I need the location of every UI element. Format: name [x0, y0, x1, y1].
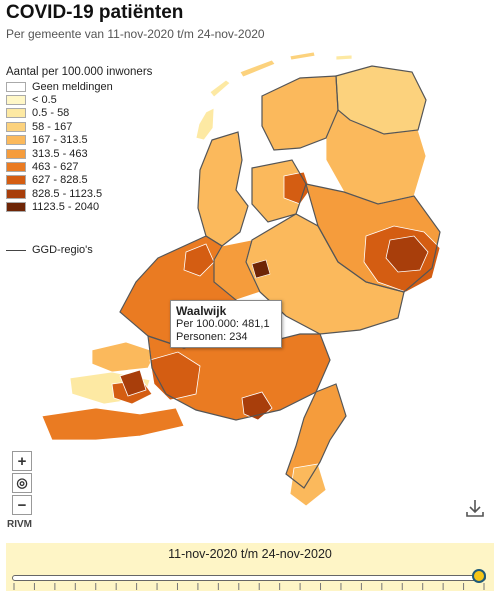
map-region-texel[interactable]	[195, 107, 215, 141]
legend-swatch	[6, 148, 26, 159]
choropleth-map[interactable]	[0, 40, 500, 510]
legend-title: Aantal per 100.000 inwoners	[6, 66, 153, 78]
legend-item: 627 - 828.5	[6, 174, 152, 187]
legend-item: 167 - 313.5	[6, 134, 152, 147]
legend-label: 313.5 - 463	[32, 147, 88, 160]
time-slider-panel: 11-nov-2020 t/m 24-nov-2020	[6, 543, 494, 591]
page-subtitle: Per gemeente van 11-nov-2020 t/m 24-nov-…	[6, 27, 265, 41]
legend-swatch	[6, 188, 26, 199]
legend-label: 0.5 - 58	[32, 107, 70, 120]
map-region-twente-core[interactable]	[385, 235, 429, 273]
legend-items: Geen meldingen < 0.5 0.5 - 58 58 - 167 167 -…	[6, 80, 152, 214]
legend: Aantal per 100.000 inwoners Geen melding…	[6, 66, 152, 214]
map-region-schiermonnikoog[interactable]	[335, 54, 353, 61]
map-region-vlieland[interactable]	[209, 79, 231, 98]
legend-swatch	[6, 162, 26, 173]
zoom-out-button[interactable]: −	[12, 495, 32, 515]
legend-label: 627 - 828.5	[32, 174, 88, 187]
legend-swatch	[6, 81, 26, 92]
legend-label: 828.5 - 1123.5	[32, 187, 103, 200]
legend-swatch	[6, 175, 26, 186]
legend-label: < 0.5	[32, 94, 57, 107]
ggd-label: GGD-regio's	[32, 244, 93, 256]
map-region-brabant-dark[interactable]	[119, 369, 147, 397]
legend-item: 58 - 167	[6, 120, 152, 133]
reset-zoom-button[interactable]: ◎	[12, 473, 32, 493]
legend-label: 167 - 313.5	[32, 134, 88, 147]
map-region-terschelling[interactable]	[239, 59, 276, 78]
page-title: COVID-19 patiënten	[6, 2, 184, 23]
ggd-line-swatch	[6, 249, 26, 251]
legend-swatch	[6, 121, 26, 132]
legend-item: Geen meldingen	[6, 80, 152, 93]
time-range-label: 11-nov-2020 t/m 24-nov-2020	[168, 547, 332, 561]
legend-item: < 0.5	[6, 93, 152, 106]
map-tooltip: Waalwijk Per 100.000: 481,1 Personen: 23…	[170, 300, 282, 348]
map-region-zeeuws-vlaanderen[interactable]	[41, 407, 185, 441]
time-slider-handle[interactable]	[472, 569, 486, 583]
tooltip-rate: Per 100.000: 481,1	[176, 318, 270, 330]
legend-label: 58 - 167	[32, 120, 73, 133]
map-region-ameland[interactable]	[289, 51, 316, 61]
legend-swatch	[6, 202, 26, 213]
time-slider-ticks	[13, 583, 485, 590]
legend-swatch	[6, 95, 26, 106]
tooltip-municipality: Waalwijk	[176, 304, 227, 318]
legend-item: 1123.5 - 2040	[6, 201, 152, 214]
legend-item: 828.5 - 1123.5	[6, 187, 152, 200]
legend-label: Geen meldingen	[32, 80, 113, 93]
map-region-delta-islands[interactable]	[91, 341, 157, 373]
legend-item: 313.5 - 463	[6, 147, 152, 160]
legend-label: 463 - 627	[32, 161, 79, 174]
download-icon[interactable]	[464, 497, 486, 519]
map-region-zuid-holland-dark[interactable]	[183, 243, 215, 277]
legend-item: 0.5 - 58	[6, 107, 152, 120]
map-region-limburg-south[interactable]	[289, 463, 327, 507]
legend-swatch	[6, 108, 26, 119]
map-region-urk[interactable]	[283, 171, 311, 205]
legend-label: 1123.5 - 2040	[32, 201, 100, 214]
time-slider-track[interactable]	[12, 575, 486, 581]
tooltip-persons: Personen: 234	[176, 331, 248, 343]
zoom-in-button[interactable]: +	[12, 451, 32, 471]
legend-item: 463 - 627	[6, 160, 152, 173]
legend-ggd-regions: GGD-regio's	[6, 244, 93, 256]
map-region-hotspot-utrecht[interactable]	[251, 259, 271, 279]
source-label: RIVM	[7, 519, 32, 530]
legend-swatch	[6, 135, 26, 146]
